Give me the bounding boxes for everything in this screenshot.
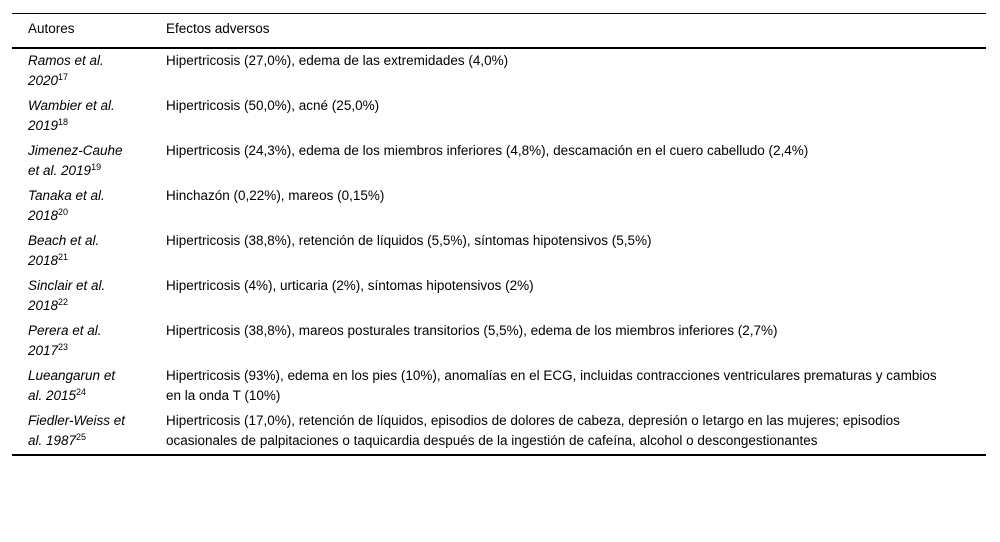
table-row: Perera et al. 201723 Hipertricosis (38,8%… [12,319,986,364]
table-row: Beach et al. 201821 Hipertricosis (38,8%)… [12,229,986,274]
effects-cell: Hipertricosis (24,3%), edema de los miem… [166,142,809,158]
reference-number: 19 [91,162,102,172]
author-name: Wambier et al. 2019 [28,97,115,134]
author-cell: Sinclair et al. 201822 [12,274,166,319]
adverse-effects-table-container: Autores Efectos adversos Ramos et al. 20… [12,13,986,456]
author-cell: Jimenez-Cauhe et al. 201919 [12,139,166,184]
table-row: Fiedler-Weiss et al. 198725 Hipertricosis… [12,409,986,455]
table-header: Autores Efectos adversos [12,13,986,49]
reference-number: 21 [58,252,69,262]
reference-number: 17 [58,72,69,82]
effects-cell: Hipertricosis (4%), urticaria (2%), sínt… [166,277,534,293]
reference-number: 23 [58,342,69,352]
author-cell: Ramos et al. 202017 [12,48,166,94]
table-body: Ramos et al. 202017 Hipertricosis (27,0%)… [12,48,986,455]
author-name: Jimenez-Cauhe et al. 2019 [28,142,123,179]
effects-cell: Hipertricosis (50,0%), acné (25,0%) [166,97,380,113]
author-cell: Fiedler-Weiss et al. 198725 [12,409,166,455]
table-row: Jimenez-Cauhe et al. 201919 Hipertricosis… [12,139,986,184]
effects-cell: Hipertricosis (17,0%), retención de líqu… [166,412,900,449]
author-cell: Perera et al. 201723 [12,319,166,364]
author-name: Fiedler-Weiss et al. 1987 [28,412,126,449]
author-cell: Wambier et al. 201918 [12,94,166,139]
author-name: Sinclair et al. 2018 [28,277,106,314]
author-cell: Lueangarun et al. 201524 [12,364,166,409]
reference-number: 18 [58,117,69,127]
reference-number: 22 [58,297,69,307]
table-row: Wambier et al. 201918 Hipertricosis (50,0… [12,94,986,139]
header-row: Autores Efectos adversos [12,13,986,49]
table-row: Tanaka et al. 201820 Hinchazón (0,22%), m… [12,184,986,229]
adverse-effects-table: Autores Efectos adversos Ramos et al. 20… [12,13,986,456]
author-name: Lueangarun et al. 2015 [28,367,116,404]
table-row: Lueangarun et al. 201524 Hipertricosis (9… [12,364,986,409]
author-cell: Beach et al. 201821 [12,229,166,274]
reference-number: 24 [76,387,87,397]
effects-cell: Hipertricosis (38,8%), mareos posturales… [166,322,778,338]
effects-cell: Hipertricosis (27,0%), edema de las extr… [166,52,509,68]
reference-number: 25 [76,432,87,442]
reference-number: 20 [58,207,69,217]
author-name: Beach et al. 2018 [28,232,100,269]
column-header-autores: Autores [12,13,166,49]
author-name: Tanaka et al. 2018 [28,187,105,224]
table-row: Sinclair et al. 201822 Hipertricosis (4%)… [12,274,986,319]
column-header-efectos-adversos: Efectos adversos [166,13,986,49]
author-cell: Tanaka et al. 201820 [12,184,166,229]
effects-cell: Hipertricosis (93%), edema en los pies (… [166,367,937,404]
author-name: Perera et al. 2017 [28,322,102,359]
effects-cell: Hinchazón (0,22%), mareos (0,15%) [166,187,385,203]
author-name: Ramos et al. 2020 [28,52,104,89]
table-row: Ramos et al. 202017 Hipertricosis (27,0%)… [12,48,986,94]
effects-cell: Hipertricosis (38,8%), retención de líqu… [166,232,652,248]
